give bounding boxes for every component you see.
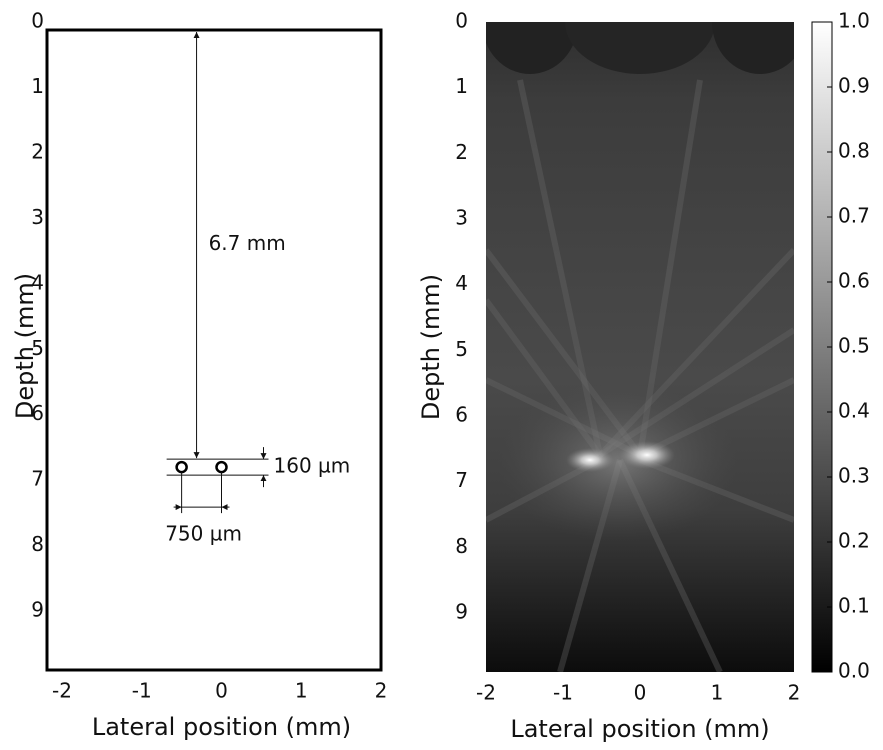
x-tick-label: -1 xyxy=(132,679,152,703)
x-tick-label: -1 xyxy=(553,681,573,705)
heatmap-image xyxy=(486,22,794,672)
y-tick-label: 4 xyxy=(455,271,468,295)
x-tick-label: -2 xyxy=(52,679,72,703)
y-tick-label: 5 xyxy=(455,337,468,361)
right-panel: -2 -1 0 1 2 0 1 2 3 4 5 6 7 8 9 Lateral position (mm) De… xyxy=(417,9,870,744)
colorbar-tick-label: 0.6 xyxy=(838,269,870,293)
thickness-annotation: 160 µm xyxy=(274,454,351,478)
spacing-annotation: 750 µm xyxy=(165,522,242,546)
x-tick-label: 2 xyxy=(375,679,388,703)
y-tick-label: 3 xyxy=(31,205,44,229)
x-axis-title: Lateral position (mm) xyxy=(92,713,351,741)
x-axis-title: Lateral position (mm) xyxy=(510,715,769,743)
colorbar-tick-label: 0.5 xyxy=(838,334,870,358)
y-tick-label: 2 xyxy=(31,139,44,163)
y-axis-title: Depth (mm) xyxy=(417,274,445,420)
colorbar-tick-label: 0.1 xyxy=(838,594,870,618)
y-tick-label: 0 xyxy=(455,9,468,33)
colorbar-tick-label: 0.8 xyxy=(838,139,870,163)
y-tick-label: 6 xyxy=(31,401,44,425)
y-tick-label: 3 xyxy=(455,205,468,229)
y-tick-label: 6 xyxy=(455,402,468,426)
x-tick-label: 0 xyxy=(634,681,647,705)
target-point xyxy=(215,460,228,474)
y-tick-label: 2 xyxy=(455,140,468,164)
y-tick-label: 0 xyxy=(31,9,44,33)
y-tick-label: 8 xyxy=(455,534,468,558)
colorbar-tick-label: 0.7 xyxy=(838,204,870,228)
x-tick-label: 0 xyxy=(215,679,228,703)
colorbar-tick-label: 1.0 xyxy=(838,9,870,33)
colorbar-tick-label: 0.0 xyxy=(838,659,870,683)
y-tick-label: 9 xyxy=(455,599,468,623)
left-panel: -2 -1 0 1 2 0 1 2 3 4 5 6 7 8 9 Lateral position (mm) De… xyxy=(11,9,387,742)
depth-annotation: 6.7 mm xyxy=(209,231,286,255)
colorbar-tick-label: 0.2 xyxy=(838,529,870,553)
y-tick-label: 1 xyxy=(455,74,468,98)
colorbar-tick-label: 0.3 xyxy=(838,464,870,488)
x-tick-label: 1 xyxy=(295,679,308,703)
y-axis-title: Depth (mm) xyxy=(11,273,39,419)
x-tick-label: -2 xyxy=(476,681,496,705)
x-tick-label: 1 xyxy=(711,681,724,705)
colorbar-tick-label: 0.9 xyxy=(838,74,870,98)
y-tick-label: 7 xyxy=(31,467,44,491)
plot-frame xyxy=(45,28,383,672)
y-tick-label: 5 xyxy=(31,336,44,360)
y-tick-label: 9 xyxy=(31,598,44,622)
y-tick-label: 7 xyxy=(455,468,468,492)
colorbar-tick-label: 0.4 xyxy=(838,399,870,423)
y-tick-label: 8 xyxy=(31,532,44,556)
x-tick-label: 2 xyxy=(788,681,801,705)
target-point xyxy=(175,460,188,474)
y-tick-label: 1 xyxy=(31,74,44,98)
y-tick-label: 4 xyxy=(31,270,44,294)
